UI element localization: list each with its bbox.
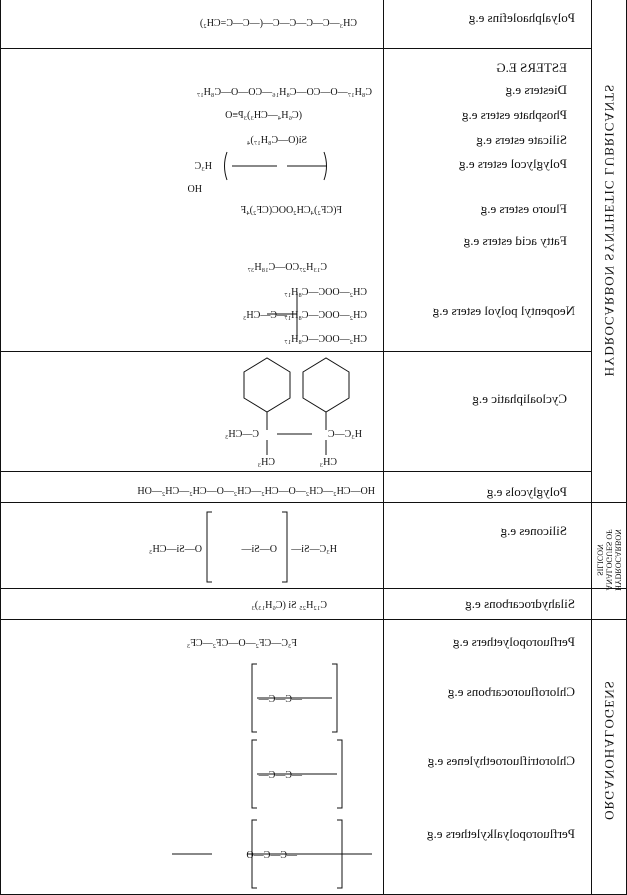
svg-text:CH₂—OOC—C₈H₁₇: CH₂—OOC—C₈H₁₇ bbox=[284, 310, 367, 321]
svg-text:H₃C—C: H₃C—C bbox=[328, 429, 362, 440]
svg-text:H₃C—Si—: H₃C—Si— bbox=[290, 544, 337, 555]
formula-fatty: C₁₃H₂₇CO—C₁₈H₃₇ bbox=[247, 262, 327, 273]
structure-cycloaliphatic bbox=[243, 357, 350, 455]
svg-text:CH₃: CH₃ bbox=[258, 457, 275, 468]
structure-chlorofluorocarbon bbox=[172, 663, 372, 889]
structure-polyglycol-ester bbox=[224, 151, 327, 181]
label-oh: HO bbox=[188, 184, 202, 195]
formula-polyalphaolefin: CH₃—C—C—C—C—(—C—C=CH₂) bbox=[200, 18, 357, 29]
svg-text:CH₃: CH₃ bbox=[320, 457, 337, 468]
svg-text:O—Si—: O—Si— bbox=[240, 544, 277, 555]
structure-neopentyl bbox=[267, 292, 298, 340]
svg-text:O—Si—CH₃: O—Si—CH₃ bbox=[149, 544, 202, 555]
svg-text:CH₂—OOC—C₈H₁₇: CH₂—OOC—C₈H₁₇ bbox=[284, 287, 367, 298]
svg-text:CH₂—OOC—C₈H₁₇: CH₂—OOC—C₈H₁₇ bbox=[284, 334, 367, 345]
formula-fluoro: F(CF₂)₄CH₂OOC(CF₂)₄F bbox=[240, 205, 342, 216]
formula-diester: C₈H₁₇—O—CO—C₈H₁₆—CO—O—C₈H₁₇ bbox=[197, 87, 372, 98]
formula-phosphate: (C₆H₄—CH₃)₃P≡O bbox=[225, 110, 302, 121]
formula-silicate: Si(O—C₈H₁₇)₄ bbox=[246, 135, 307, 146]
label-h3c: H₃C bbox=[194, 161, 212, 172]
formula-polyglycols: HO—CH₂—CH₂—O—CH₂—CH₂—O—CH₂—CH₂—OH bbox=[137, 486, 375, 497]
structure-silicones bbox=[206, 511, 288, 583]
svg-text:C—CH₃: C—CH₃ bbox=[225, 429, 259, 440]
svg-text:—C—C—O: —C—C—O bbox=[246, 850, 298, 861]
svg-text:—C—C—: —C—C— bbox=[258, 694, 303, 705]
svg-text:—C—C—: —C—C— bbox=[258, 770, 303, 781]
svg-text:—C—CH₃: —C—CH₃ bbox=[243, 310, 288, 321]
formula-silahydrocarbon: C₁₂H₂₅ Si (C₆H₁₃)₃ bbox=[251, 600, 327, 611]
formula-perfluoropolyether: F₃C—CF₂—O—CF₂—CF₃ bbox=[187, 638, 297, 649]
